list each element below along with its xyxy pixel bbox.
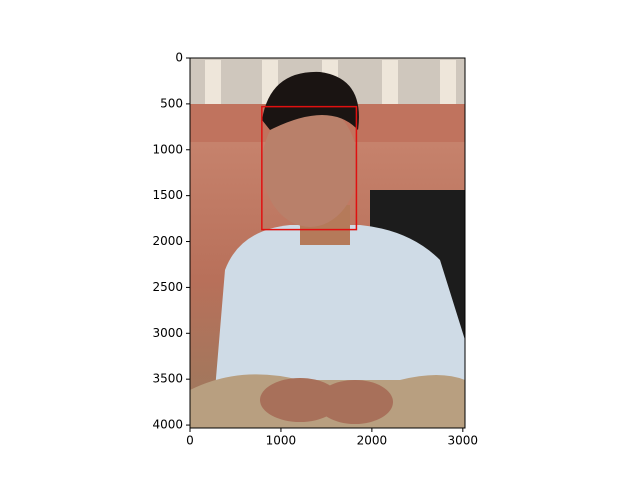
y-tick-label: 500 (160, 96, 183, 110)
y-tick-label: 3000 (152, 326, 183, 340)
x-tick-label: 0 (186, 434, 194, 448)
y-tick-label: 4000 (152, 418, 183, 432)
y-tick-label: 1500 (152, 188, 183, 202)
photo (190, 58, 465, 428)
x-tick-label: 3000 (448, 434, 479, 448)
bounding-box (261, 105, 358, 231)
y-tick-label: 3500 (152, 372, 183, 386)
y-tick-label: 1000 (152, 142, 183, 156)
x-tick-label: 1000 (266, 434, 297, 448)
x-tick-label: 2000 (357, 434, 388, 448)
y-tick-label: 2500 (152, 280, 183, 294)
axes-frame (189, 57, 466, 429)
y-tick-label: 2000 (152, 234, 183, 248)
y-tick-label: 0 (175, 51, 183, 65)
